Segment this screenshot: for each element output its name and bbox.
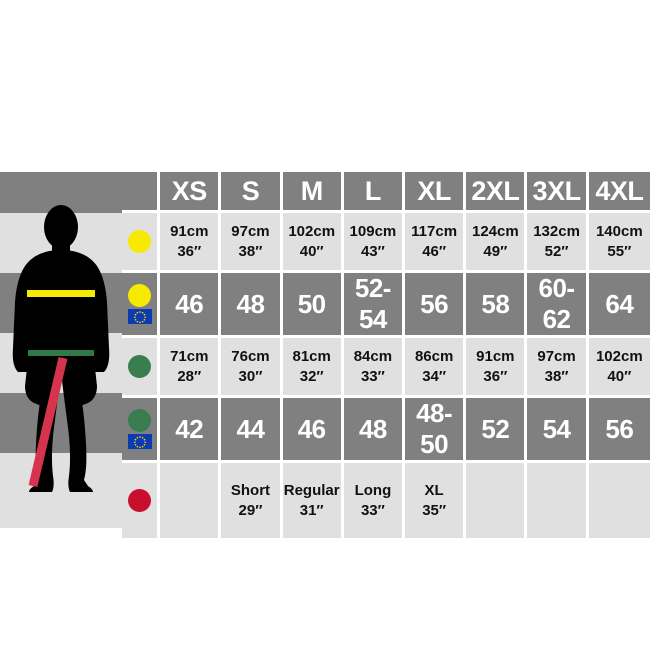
- yellow-dot-icon: [128, 284, 152, 307]
- column-header-4xl: 4XL: [588, 172, 650, 213]
- cell-chest-eu-size-xs: 46: [160, 273, 222, 338]
- column-header-xs: XS: [160, 172, 222, 213]
- cell-leg-length-s: Short 29″: [221, 463, 283, 538]
- cell-waist-measure-m: 81cm 32″: [282, 338, 344, 398]
- cell-leg-length-m: Regular 31″: [282, 463, 344, 538]
- green-dot-icon: [128, 409, 152, 432]
- cell-waist-measure-s: 76cm 30″: [221, 338, 283, 398]
- cell-leg-length-xl: XL 35″: [405, 463, 467, 538]
- cell-waist-eu-size-xl: 48-50: [405, 398, 467, 463]
- row-icon-waist-eu-size: [122, 398, 161, 463]
- row-icon-waist-measure: [122, 338, 161, 398]
- row-icon-chest-measure: [122, 213, 161, 273]
- cell-waist-measure-l: 84cm 33″: [343, 338, 406, 398]
- green-dot-icon: [128, 355, 152, 378]
- row-icon-chest-eu-size: [122, 273, 161, 338]
- header-icon-cell: [122, 172, 161, 213]
- cell-chest-eu-size-m: 50: [282, 273, 344, 338]
- eu-flag-icon: [127, 434, 152, 449]
- cell-waist-measure-xs: 71cm 28″: [160, 338, 222, 398]
- column-header-xl: XL: [405, 172, 467, 213]
- table-header-row: XS S M L XL 2XL 3XL 4XL: [122, 172, 650, 213]
- table-row-waist-eu-size: 42 44 46 48 48-50 52 54 56: [122, 398, 650, 463]
- column-header-3xl: 3XL: [527, 172, 589, 213]
- cell-waist-eu-size-2xl: 52: [466, 398, 528, 463]
- cell-chest-measure-3xl: 132cm 52″: [527, 213, 589, 273]
- cell-chest-measure-4xl: 140cm 55″: [588, 213, 650, 273]
- cell-waist-measure-xl: 86cm 34″: [405, 338, 467, 398]
- cell-waist-measure-4xl: 102cm 40″: [588, 338, 650, 398]
- cell-chest-measure-s: 97cm 38″: [221, 213, 283, 273]
- cell-leg-length-3xl: [527, 463, 589, 538]
- cell-leg-length-4xl: [588, 463, 650, 538]
- row-icon-leg-length: [122, 463, 161, 538]
- yellow-dot-icon: [128, 230, 152, 253]
- cell-waist-measure-2xl: 91cm 36″: [466, 338, 528, 398]
- cell-chest-eu-size-2xl: 58: [466, 273, 528, 338]
- table-row-chest-measure: 91cm 36″ 97cm 38″ 102cm 40″ 109cm 43″ 117cm 4…: [122, 213, 650, 273]
- eu-flag-icon: [127, 309, 152, 324]
- cell-leg-length-l: Long 33″: [343, 463, 406, 538]
- cell-chest-eu-size-xl: 56: [405, 273, 467, 338]
- table-row-leg-length: Short 29″ Regular 31″ Long 33″ XL 35″: [122, 463, 650, 538]
- red-dot-icon: [128, 489, 152, 512]
- cell-chest-measure-xs: 91cm 36″: [160, 213, 222, 273]
- cell-waist-eu-size-s: 44: [221, 398, 283, 463]
- column-header-2xl: 2XL: [466, 172, 528, 213]
- cell-waist-eu-size-xs: 42: [160, 398, 222, 463]
- size-chart: XS S M L XL 2XL 3XL 4XL 91cm 36″: [0, 172, 650, 538]
- table-row-chest-eu-size: 46 48 50 52-54 56 58 60-62 64: [122, 273, 650, 338]
- cell-chest-measure-xl: 117cm 46″: [405, 213, 467, 273]
- cell-chest-measure-m: 102cm 40″: [282, 213, 344, 273]
- cell-chest-measure-2xl: 124cm 49″: [466, 213, 528, 273]
- cell-waist-eu-size-3xl: 54: [527, 398, 589, 463]
- cell-chest-measure-l: 109cm 43″: [343, 213, 406, 273]
- cell-chest-eu-size-3xl: 60-62: [527, 273, 589, 338]
- cell-leg-length-2xl: [466, 463, 528, 538]
- column-header-m: M: [282, 172, 344, 213]
- cell-waist-measure-3xl: 97cm 38″: [527, 338, 589, 398]
- cell-chest-eu-size-l: 52-54: [343, 273, 406, 338]
- cell-waist-eu-size-l: 48: [343, 398, 406, 463]
- cell-waist-eu-size-4xl: 56: [588, 398, 650, 463]
- cell-leg-length-xs: [160, 463, 222, 538]
- cell-chest-eu-size-4xl: 64: [588, 273, 650, 338]
- cell-chest-eu-size-s: 48: [221, 273, 283, 338]
- size-chart-table: XS S M L XL 2XL 3XL 4XL 91cm 36″: [122, 172, 650, 538]
- column-header-l: L: [343, 172, 406, 213]
- column-header-s: S: [221, 172, 283, 213]
- cell-waist-eu-size-m: 46: [282, 398, 344, 463]
- table-row-waist-measure: 71cm 28″ 76cm 30″ 81cm 32″ 84cm 33″ 86cm 34″ …: [122, 338, 650, 398]
